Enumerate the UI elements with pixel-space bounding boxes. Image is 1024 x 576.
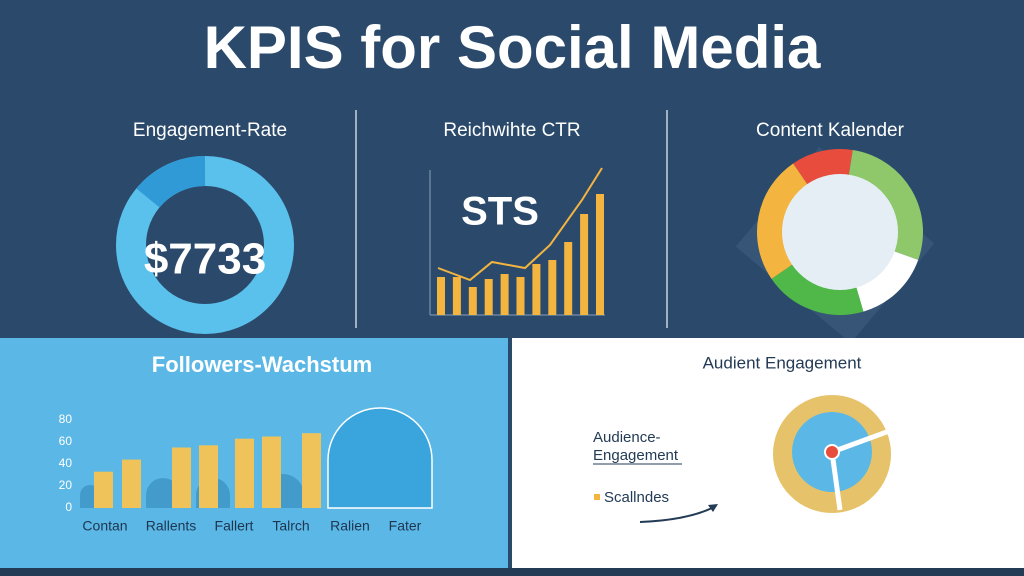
bar <box>580 214 589 315</box>
bar <box>564 242 573 315</box>
decor-shape <box>327 407 433 509</box>
footer-bar <box>0 568 1024 576</box>
bar <box>122 459 141 508</box>
bar <box>302 433 321 508</box>
panel-title: Content Kalender <box>756 120 905 141</box>
x-tick-label: Rallents <box>146 518 197 534</box>
y-tick-label: 0 <box>65 500 72 514</box>
x-tick-label: Contan <box>82 518 127 534</box>
bar <box>532 264 541 315</box>
donut-segment <box>771 263 864 315</box>
donut-segment <box>793 149 853 186</box>
donut-segment <box>757 163 809 279</box>
panel-title: Followers-Wachstum <box>152 352 372 377</box>
label: Engagement <box>593 447 679 464</box>
panel-title: Reichwihte CTR <box>443 120 580 141</box>
bar <box>548 260 557 315</box>
bar <box>500 274 509 315</box>
page-title: KPIS for Social Media <box>204 14 821 81</box>
x-tick-label: Talrch <box>272 518 309 534</box>
x-tick-label: Fater <box>389 518 422 534</box>
x-tick-label: Ralien <box>330 518 370 534</box>
x-tick-label: Fallert <box>215 518 254 534</box>
bar <box>172 447 191 508</box>
bar <box>437 277 445 315</box>
ring-cut <box>829 451 843 511</box>
y-tick-label: 20 <box>59 478 73 492</box>
trend-line <box>437 167 603 282</box>
panel <box>512 338 1024 568</box>
y-tick-label: 80 <box>59 412 73 426</box>
ring-cut <box>831 427 893 455</box>
label: Audience- <box>593 429 661 446</box>
decor-shape <box>146 478 180 508</box>
arrow-head <box>708 504 718 512</box>
y-tick-label: 40 <box>59 456 73 470</box>
bar <box>199 445 218 508</box>
legend-swatch <box>594 494 600 500</box>
y-tick-label: 60 <box>59 434 73 448</box>
ring <box>773 395 891 513</box>
bar <box>262 436 281 508</box>
donut-segment <box>136 156 206 208</box>
bar <box>235 438 254 508</box>
bar <box>468 287 477 315</box>
bar <box>484 279 493 315</box>
donut-segment <box>855 250 919 312</box>
donut-segment <box>848 149 923 260</box>
kpi-value: $7733 <box>144 235 266 284</box>
bar <box>596 194 604 315</box>
bar <box>94 471 113 508</box>
bar <box>452 277 461 315</box>
chart-label: STS <box>461 190 539 234</box>
bar <box>516 277 525 315</box>
donut-hole <box>782 174 898 290</box>
panel-title: Audient Engagement <box>703 353 862 372</box>
panel-title: Engagement-Rate <box>133 120 287 141</box>
center-dot <box>824 444 840 460</box>
legend-label: Scallndes <box>604 489 669 506</box>
